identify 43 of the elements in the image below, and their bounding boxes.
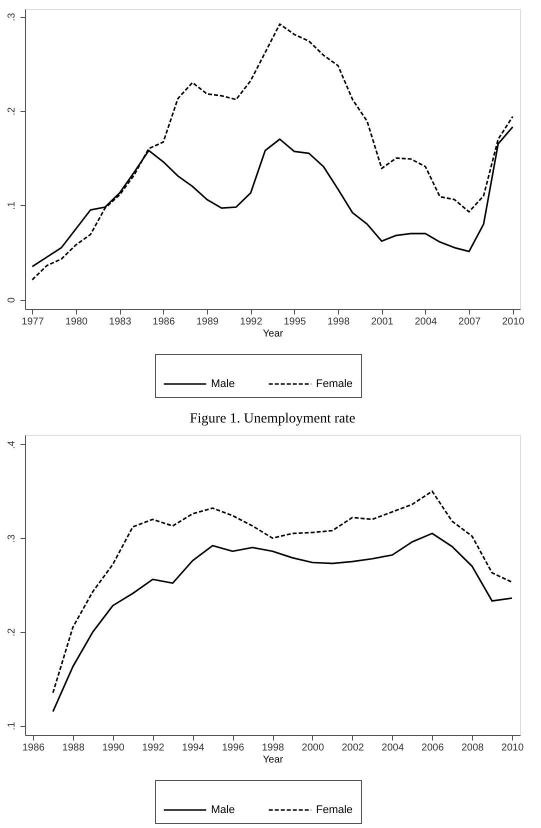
text: Figure 1. Unemployment rate (190, 412, 356, 426)
y-tick-label: .3 (6, 12, 18, 22)
legend-label: Male (211, 378, 235, 390)
x-tick-label: 1988 (62, 742, 85, 754)
y-tick-label: .4 (6, 440, 18, 450)
x-tick-label: 2001 (371, 316, 394, 328)
x-tick-label: 2008 (461, 742, 484, 754)
y-tick-label: .1 (6, 722, 18, 730)
x-tick-label: 1992 (142, 742, 165, 754)
x-tick-label: 2006 (422, 742, 444, 754)
x-tick-label: 2002 (342, 742, 364, 754)
line-series (31, 23, 514, 281)
x-tick-label: 1977 (22, 316, 44, 328)
x-tick-label: 1986 (22, 742, 46, 754)
legend-label: Female (316, 378, 353, 390)
x-tick-label: 1986 (152, 316, 176, 328)
x-tick-label: 1998 (327, 316, 350, 328)
x-tick-label: 2007 (458, 316, 482, 328)
y-tick-label: .3 (6, 534, 18, 543)
x-tick-label: 2004 (414, 316, 438, 328)
x-tick-label: 1996 (222, 742, 245, 754)
x-tick-label: 1983 (109, 316, 132, 328)
legend-label: Female (316, 804, 353, 816)
x-tick-label: 1992 (240, 316, 263, 328)
line-series (52, 490, 513, 694)
x-tick-label: 1990 (102, 742, 125, 754)
x-tick-label: 1998 (262, 742, 285, 754)
x-axis-title: Year (262, 328, 284, 340)
y-tick-label: .1 (6, 201, 18, 210)
x-tick-label: 2010 (502, 316, 525, 328)
x-axis-title: Year (262, 754, 284, 766)
x-tick-label: 1980 (65, 316, 88, 328)
legend-label: Male (211, 804, 235, 816)
x-tick-label: 2010 (501, 742, 524, 754)
y-tick-label: .2 (6, 106, 18, 116)
line-series (52, 532, 513, 712)
y-tick-label: .2 (6, 628, 18, 637)
x-tick-label: 2004 (382, 742, 404, 754)
y-tick-label: 0 (6, 296, 18, 303)
x-tick-label: 1989 (196, 316, 220, 328)
x-tick-label: 2000 (302, 742, 324, 754)
x-tick-label: 1994 (182, 742, 205, 754)
x-tick-label: 1995 (284, 316, 306, 328)
